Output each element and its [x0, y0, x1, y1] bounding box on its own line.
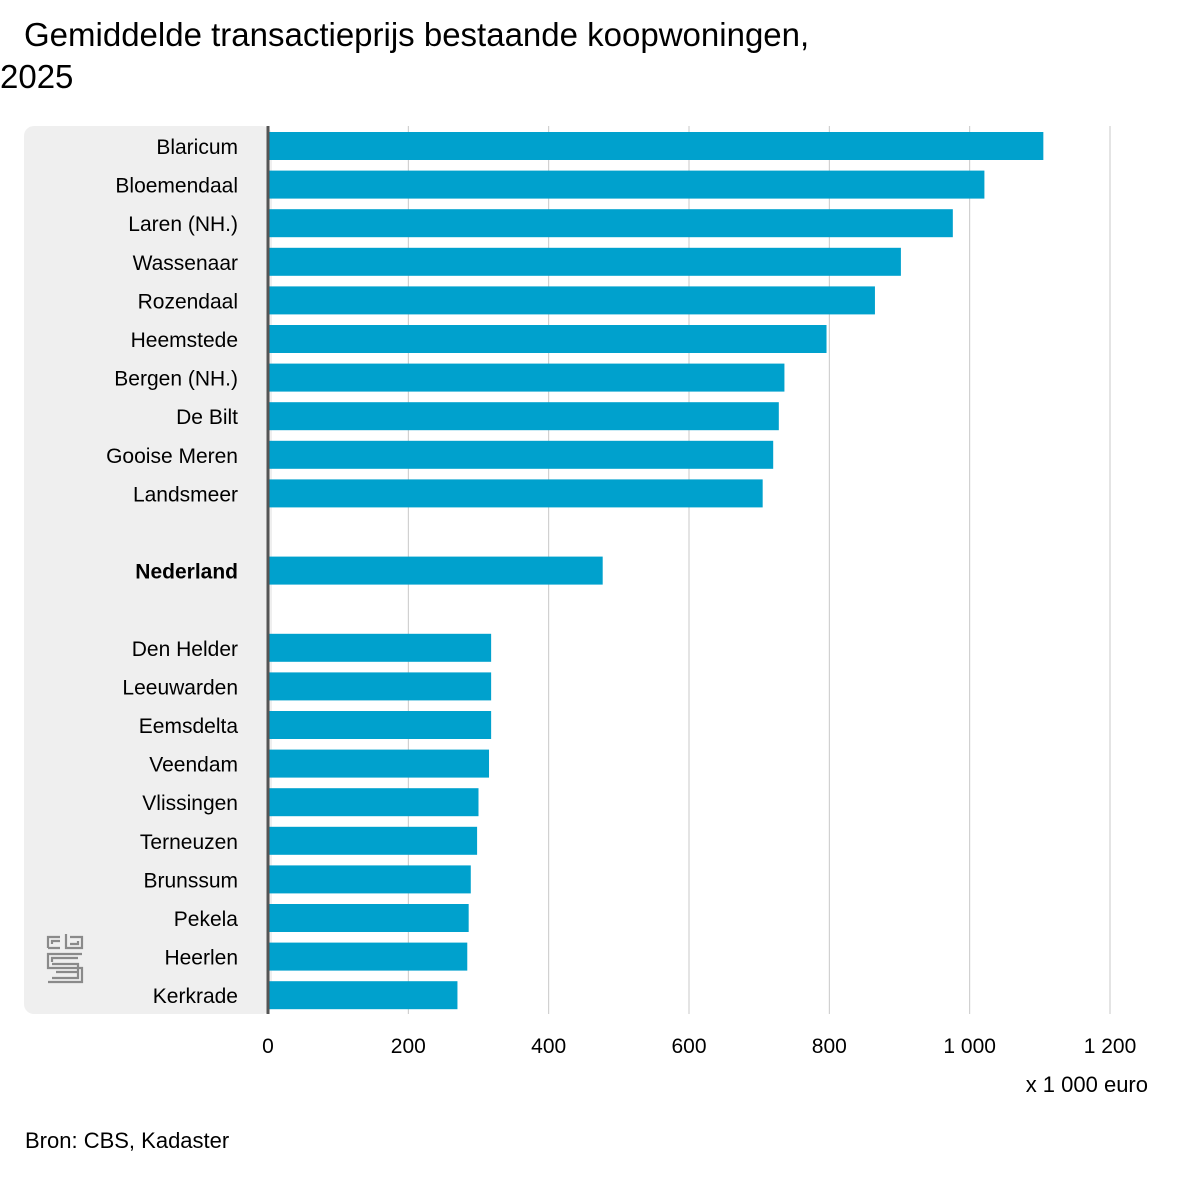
category-label: Brunssum — [143, 869, 238, 892]
x-axis-unit-label: x 1 000 euro — [1025, 1072, 1148, 1097]
bar — [268, 672, 492, 701]
chart-title-line-2: 2025 — [0, 58, 74, 95]
bar — [268, 132, 1044, 160]
category-label: Gooise Meren — [106, 445, 238, 468]
x-tick-label: 800 — [812, 1035, 847, 1058]
bar-chart: Blaricum Bloemendaal Laren (NH.) Wassenaar R… — [24, 126, 1137, 1058]
x-tick-label: 600 — [671, 1035, 706, 1058]
bar — [268, 440, 774, 469]
bar — [268, 479, 763, 508]
bar — [268, 633, 492, 662]
category-label: Kerkrade — [153, 985, 238, 1008]
category-label: De Bilt — [176, 406, 238, 429]
bar — [268, 749, 490, 778]
category-label: Vlissingen — [142, 792, 238, 815]
bar — [268, 711, 492, 739]
category-label: Nederland — [135, 561, 238, 584]
bar — [268, 209, 953, 238]
category-label: Landsmeer — [133, 483, 238, 506]
category-label: Blaricum — [156, 136, 238, 159]
x-tick-label: 400 — [531, 1035, 566, 1058]
category-label: Eemsdelta — [139, 715, 239, 738]
bar — [268, 942, 468, 971]
bar — [268, 904, 469, 932]
bar — [268, 325, 827, 353]
label-panel — [24, 126, 272, 1014]
bar — [268, 170, 985, 199]
category-label: Heerlen — [164, 947, 238, 970]
x-tick-label: 200 — [391, 1035, 426, 1058]
category-label: Laren (NH.) — [128, 213, 238, 236]
cbs-logo-icon — [46, 932, 86, 995]
x-tick-label: 1 000 — [943, 1035, 996, 1058]
category-label: Veendam — [149, 754, 238, 777]
category-label: Bloemendaal — [115, 175, 238, 198]
bar — [268, 402, 779, 431]
category-label: Terneuzen — [140, 831, 238, 854]
x-tick-label: 0 — [262, 1035, 274, 1058]
bar — [268, 788, 479, 817]
chart-title: Gemiddelde transactieprijs bestaande koo… — [0, 14, 900, 98]
bar — [268, 363, 785, 392]
category-label: Wassenaar — [133, 252, 238, 275]
category-label: Rozendaal — [138, 290, 238, 313]
category-label: Heemstede — [131, 329, 238, 352]
category-label: Bergen (NH.) — [114, 368, 238, 391]
bar — [268, 865, 471, 894]
category-label: Pekela — [174, 908, 239, 931]
bar — [268, 826, 478, 855]
source-note: Bron: CBS, Kadaster — [25, 1128, 230, 1153]
category-label: Leeuwarden — [122, 676, 238, 699]
category-label: Den Helder — [132, 638, 238, 661]
chart-title-line-1: Gemiddelde transactieprijs bestaande koo… — [24, 16, 810, 53]
bar — [268, 556, 603, 585]
bar — [268, 981, 458, 1010]
x-tick-label: 1 200 — [1084, 1035, 1137, 1058]
bar — [268, 247, 901, 276]
bar — [268, 286, 875, 315]
